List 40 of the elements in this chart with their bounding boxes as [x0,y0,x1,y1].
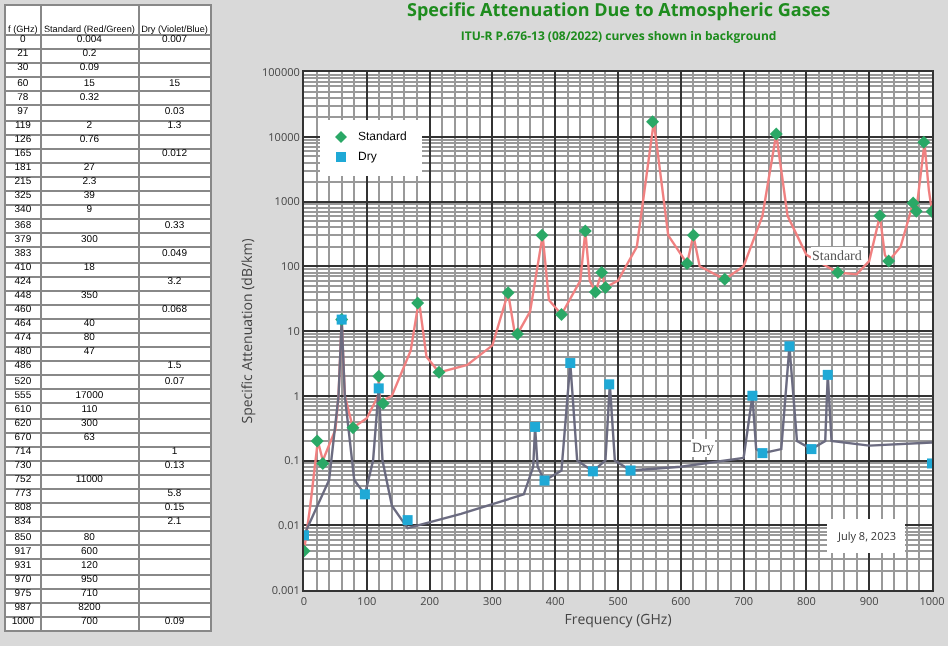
point [539,475,550,486]
point [359,489,370,500]
point [686,228,700,242]
point [587,466,598,477]
point [882,254,896,268]
point [402,515,413,526]
point [784,341,795,352]
point [578,224,592,238]
point [346,421,360,435]
point [757,448,768,459]
point [718,272,732,286]
point [373,383,384,394]
point [376,396,390,410]
point [680,257,694,271]
point [565,358,576,369]
chart-title: Specific Attenuation Due to Atmospheric Gases [406,0,832,23]
point [432,365,446,379]
point [588,285,602,299]
point [535,228,549,242]
point [831,266,845,280]
point [310,434,324,448]
point [316,456,330,470]
point [511,327,525,341]
point [411,296,425,310]
point [598,280,612,294]
point [806,444,817,455]
point [595,266,609,280]
point [372,369,386,383]
point [646,115,660,129]
point [917,135,931,149]
point [769,127,783,141]
point [873,209,887,223]
point [822,369,833,380]
point [747,390,758,401]
point [625,465,636,476]
point [530,421,541,432]
point [554,307,568,321]
point [909,204,923,218]
point [501,286,515,300]
point [604,379,615,390]
